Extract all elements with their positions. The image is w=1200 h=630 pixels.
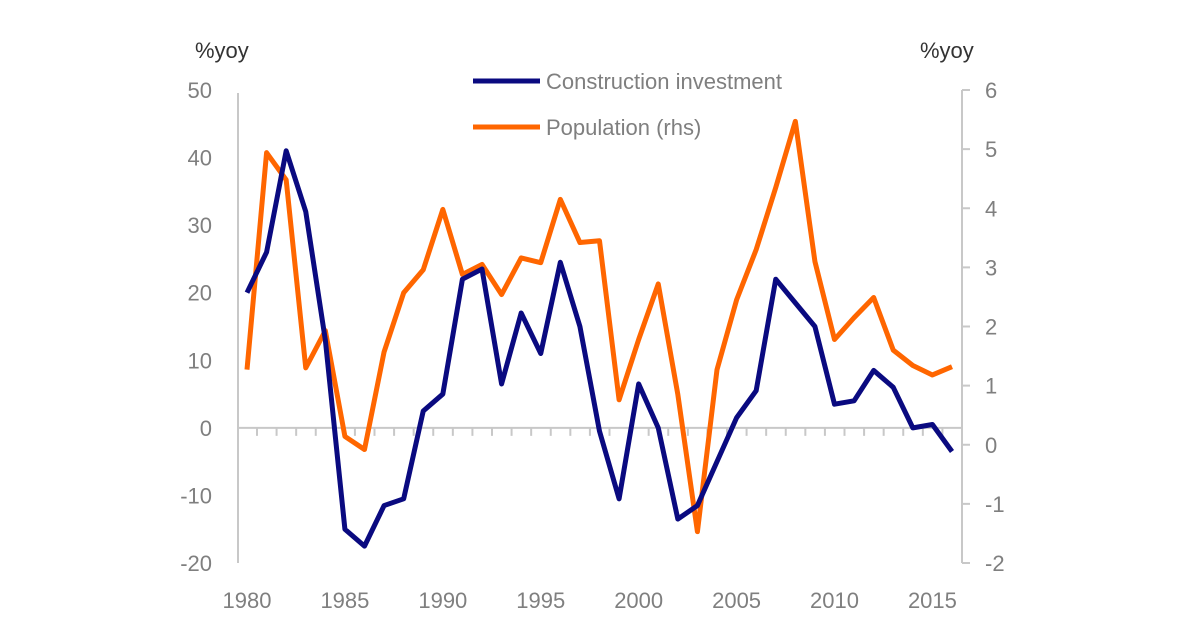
right-axis-unit: %yoy: [920, 38, 974, 63]
right-tick-label: 1: [985, 374, 997, 399]
right-tick-label: 5: [985, 137, 997, 162]
left-tick-label: 50: [188, 78, 212, 103]
left-tick-label: -10: [180, 483, 212, 508]
x-tick-label: 2015: [908, 588, 957, 613]
x-tick-label: 2005: [712, 588, 761, 613]
right-tick-label: 0: [985, 433, 997, 458]
left-tick-label: 20: [188, 281, 212, 306]
right-tick-label: -2: [985, 551, 1005, 576]
left-tick-label: 0: [200, 416, 212, 441]
x-tick-label: 1990: [418, 588, 467, 613]
left-tick-label: 40: [188, 146, 212, 171]
left-axis-unit: %yoy: [195, 38, 249, 63]
legend-label: Construction investment: [546, 69, 782, 94]
x-tick-label: 1995: [516, 588, 565, 613]
x-tick-label: 1980: [223, 588, 272, 613]
left-tick-label: 10: [188, 348, 212, 373]
left-tick-label: -20: [180, 551, 212, 576]
right-tick-label: 3: [985, 255, 997, 280]
series-line-population: [244, 118, 953, 535]
right-tick-label: 2: [985, 315, 997, 340]
series-line-construction-investment: [244, 148, 955, 549]
right-tick-label: 6: [985, 78, 997, 103]
x-tick-label: 2010: [810, 588, 859, 613]
x-tick-label: 2000: [614, 588, 663, 613]
left-tick-label: 30: [188, 213, 212, 238]
right-tick-label: 4: [985, 196, 997, 221]
x-tick-label: 1985: [320, 588, 369, 613]
legend-label: Population (rhs): [546, 115, 701, 140]
right-tick-label: -1: [985, 492, 1005, 517]
